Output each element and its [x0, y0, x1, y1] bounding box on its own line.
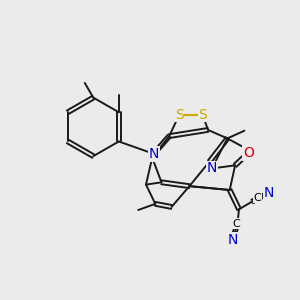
Text: N: N [148, 147, 159, 161]
Text: N: N [207, 161, 217, 176]
Text: S: S [198, 107, 207, 122]
Text: N: N [263, 186, 274, 200]
Text: O: O [243, 146, 254, 160]
Text: C: C [254, 193, 262, 203]
Text: N: N [228, 233, 238, 247]
Text: S: S [175, 107, 184, 122]
Text: C: C [233, 219, 241, 229]
